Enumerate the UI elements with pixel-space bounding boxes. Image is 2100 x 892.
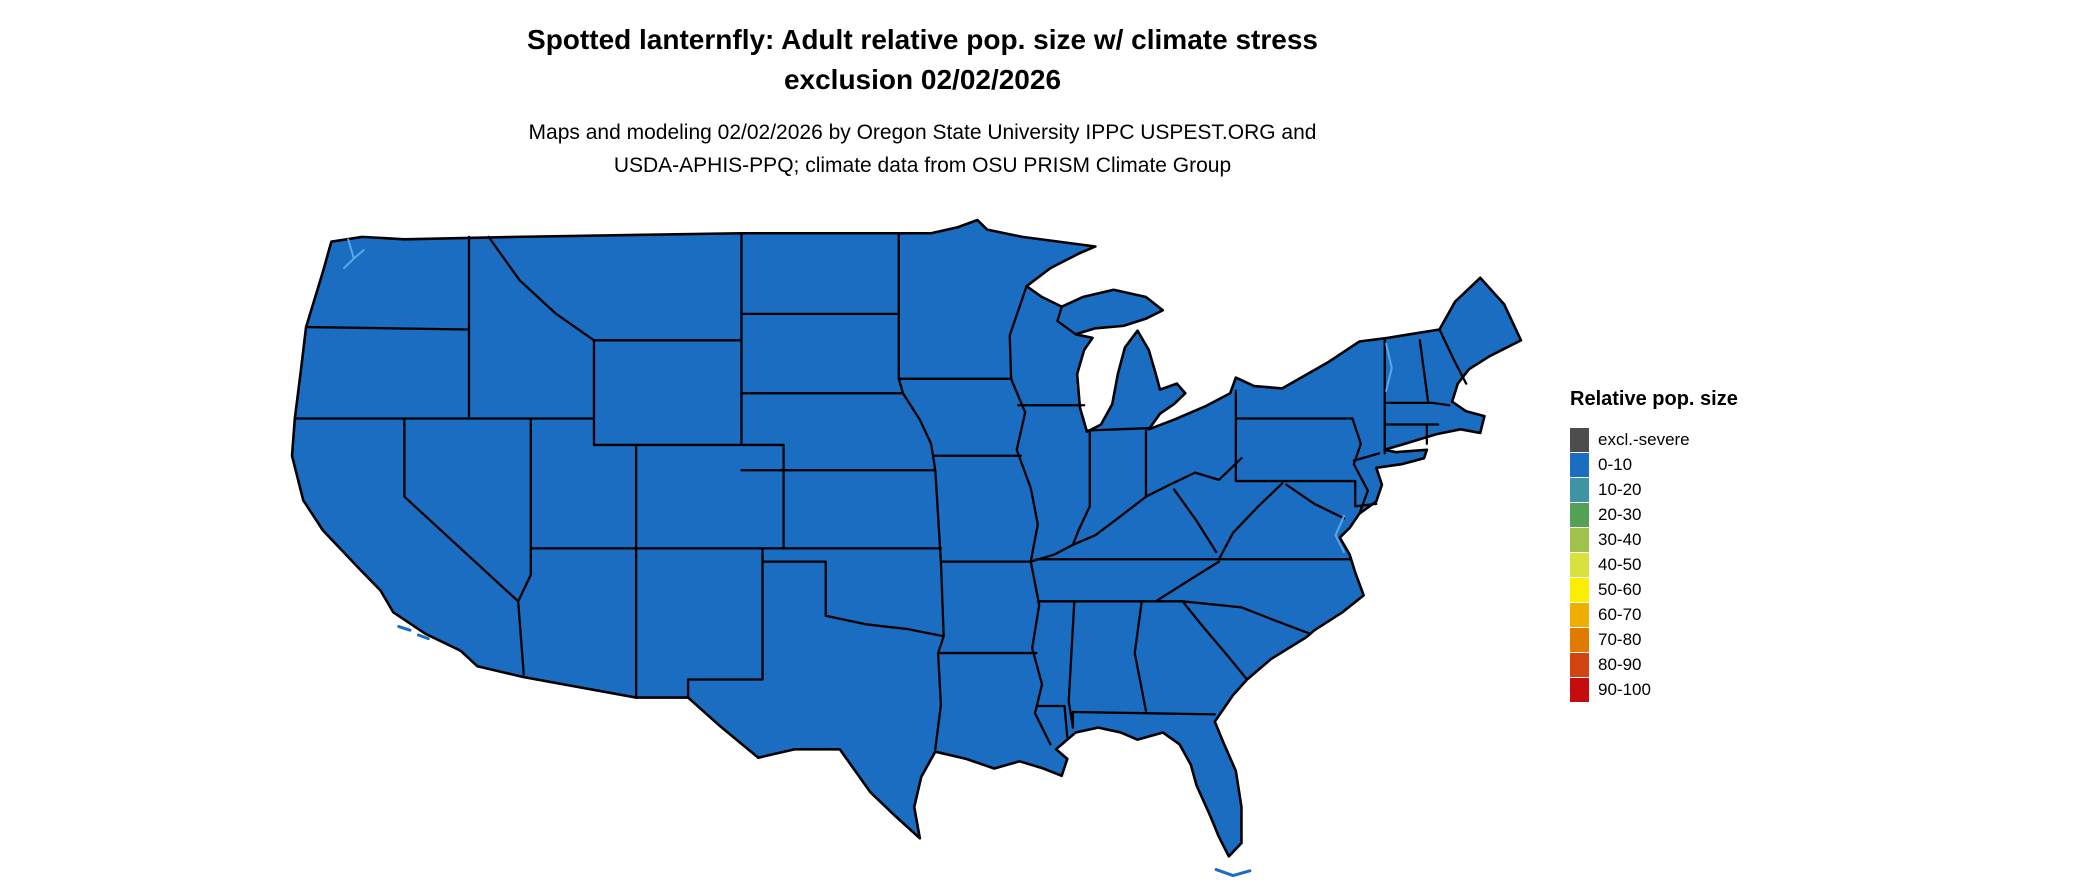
legend-items: excl.-severe 0-10 10-20 20-30 30-40 40-50 50-6… [1570,427,1738,702]
legend-item: excl.-severe [1570,427,1738,452]
legend-label: 90-100 [1598,679,1651,699]
state-borders-midwest [938,286,1241,744]
channel-islands [399,627,428,639]
legend-label: excl.-severe [1598,429,1690,449]
legend-item: 0-10 [1570,452,1738,477]
legend-item: 30-40 [1570,527,1738,552]
state-borders-west [295,233,941,697]
legend-label: 20-30 [1598,504,1642,524]
legend-swatch [1570,452,1589,477]
legend-item: 40-50 [1570,552,1738,577]
legend-title: Relative pop. size [1570,388,1738,410]
legend-swatch [1570,627,1589,652]
legend: Relative pop. size excl.-severe 0-10 10-20… [1570,388,1738,702]
legend-swatch [1570,552,1589,577]
legend-swatch [1570,677,1589,702]
florida-keys [1216,870,1250,876]
legend-label: 70-80 [1598,629,1642,649]
legend-label: 30-40 [1598,529,1642,549]
page-title-line1: Spotted lanternfly: Adult relative pop. … [527,24,1318,55]
legend-item: 20-30 [1570,502,1738,527]
page-subtitle-line2: USDA-APHIS-PPQ; climate data from OSU PR… [613,154,1232,177]
us-map-svg [285,208,1535,884]
map-header: Spotted lanternfly: Adult relative pop. … [0,20,1845,182]
legend-swatch [1570,602,1589,627]
page-title-line2: exclusion 02/02/2026 [783,64,1062,95]
legend-swatch [1570,427,1589,452]
water-detail-puget-sound [344,239,364,268]
legend-item: 70-80 [1570,627,1738,652]
legend-item: 10-20 [1570,477,1738,502]
us-map [285,208,1535,884]
legend-swatch [1570,527,1589,552]
legend-label: 40-50 [1598,554,1642,574]
legend-swatch [1570,652,1589,677]
legend-label: 50-60 [1598,579,1642,599]
legend-swatch [1570,477,1589,502]
legend-item: 60-70 [1570,602,1738,627]
state-borders-northeast [1174,329,1466,559]
legend-item: 50-60 [1570,577,1738,602]
legend-label: 60-70 [1598,604,1642,624]
water-detail-chesapeake-bay [1336,516,1344,552]
legend-swatch [1570,502,1589,527]
legend-label: 10-20 [1598,479,1642,499]
state-borders-south [1036,559,1349,737]
water-detail-lake-champlain [1386,344,1392,391]
legend-item: 90-100 [1570,677,1738,702]
us-states-region [292,220,1521,856]
page-subtitle: Maps and modeling 02/02/2026 by Oregon S… [0,116,1845,182]
page-title: Spotted lanternfly: Adult relative pop. … [0,20,1845,100]
legend-label: 80-90 [1598,654,1642,674]
legend-label: 0-10 [1598,454,1633,474]
page-subtitle-line1: Maps and modeling 02/02/2026 by Oregon S… [528,121,1317,144]
legend-item: 80-90 [1570,652,1738,677]
state-borders-plains [688,233,1031,749]
legend-swatch [1570,577,1589,602]
